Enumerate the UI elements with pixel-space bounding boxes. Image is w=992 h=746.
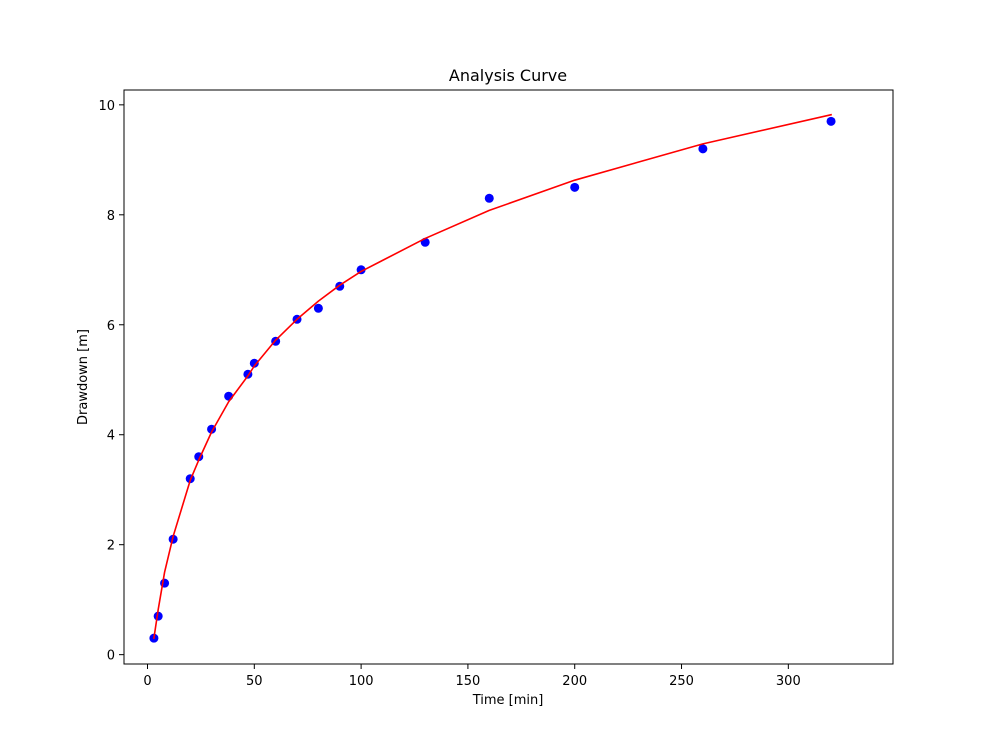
y-tick-label: 2	[107, 539, 115, 554]
y-axis: 0 2 4 6 8 10	[98, 99, 124, 664]
data-point	[313, 303, 323, 313]
x-tick-label: 50	[246, 674, 263, 689]
x-axis: 0 50 100 150 200 250 300	[143, 664, 801, 689]
plot-area-frame	[123, 89, 894, 665]
x-tick-label: 150	[455, 674, 480, 689]
data-point	[153, 611, 163, 621]
plot-content	[149, 113, 836, 643]
x-axis-label: Time [min]	[472, 693, 544, 708]
y-tick-label: 4	[107, 429, 115, 444]
fit-curve-line	[153, 113, 833, 640]
y-tick-label: 10	[98, 99, 115, 114]
y-tick-label: 0	[107, 649, 115, 664]
y-tick-label: 6	[107, 319, 115, 334]
x-tick-label: 300	[776, 674, 801, 689]
data-point	[826, 116, 836, 126]
chart-title: Analysis Curve	[449, 66, 567, 85]
x-tick-label: 0	[143, 674, 151, 689]
data-point	[484, 193, 494, 203]
x-tick-label: 250	[669, 674, 694, 689]
data-point	[698, 144, 708, 154]
data-point	[249, 358, 259, 368]
x-tick-label: 200	[562, 674, 587, 689]
data-point	[570, 182, 580, 192]
y-axis-label: Drawdown [m]	[76, 329, 91, 425]
x-tick-label: 100	[349, 674, 374, 689]
y-tick-label: 8	[107, 209, 115, 224]
